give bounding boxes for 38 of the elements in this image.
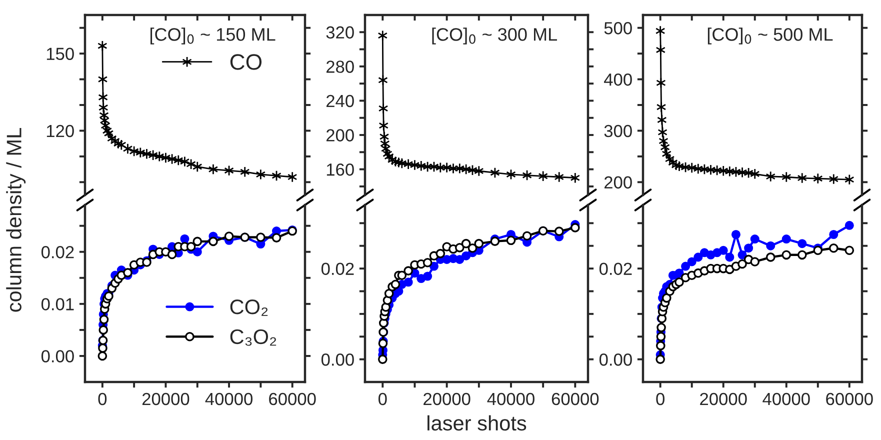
x-tick-label: 60000 [826,392,873,406]
y-tick-label: 0.02 [599,262,632,275]
y-tick-label: 120 [46,124,74,138]
y-tick-label: 0.00 [41,350,74,362]
x-tick-label: 60000 [269,392,316,406]
x-tick-label: 60000 [552,392,599,406]
y-tick-label: 0.01 [41,298,74,310]
y-tick-label: 320 [326,26,354,39]
y-tick-label: 280 [326,60,354,73]
x-tick-label: 40000 [205,392,252,406]
y-tick-label: 500 [604,22,632,34]
y-tick-label: 0.02 [321,262,354,275]
y-axis-title: column density / ML [6,128,26,312]
y-tick-label: 160 [326,163,354,176]
y-tick-label: 200 [326,129,354,142]
y-tick-label: 0.02 [41,246,74,258]
annotation: [CO]$_{0}$ ~ 150 ML [150,28,276,44]
x-axis-title: laser shots [428,415,526,431]
y-tick-label: 300 [604,124,632,138]
annotation: [CO]$_{0}$ ~ 500 ML [708,28,833,44]
legend-label: C₃O₂ [230,329,276,346]
y-tick-label: 200 [604,176,632,189]
x-tick-label: 40000 [487,392,534,406]
y-tick-label: 240 [326,94,354,108]
x-tick-label: 20000 [424,392,470,406]
y-tick-label: 0.00 [321,353,354,366]
y-tick-label: 0.00 [599,353,632,366]
x-tick-label: 40000 [762,392,810,406]
annotation: [CO]$_{0}$ ~ 300 ML [432,28,557,44]
x-tick-label: 20000 [700,392,747,406]
x-tick-label: 20000 [142,392,190,406]
y-tick-label: 400 [604,73,632,86]
legend-label: CO₂ [230,300,268,316]
legend-label: CO [230,54,262,70]
x-tick-label: 0 [98,392,107,406]
y-tick-label: 150 [46,48,74,60]
x-tick-label: 0 [656,392,664,406]
x-tick-label: 0 [378,392,387,406]
